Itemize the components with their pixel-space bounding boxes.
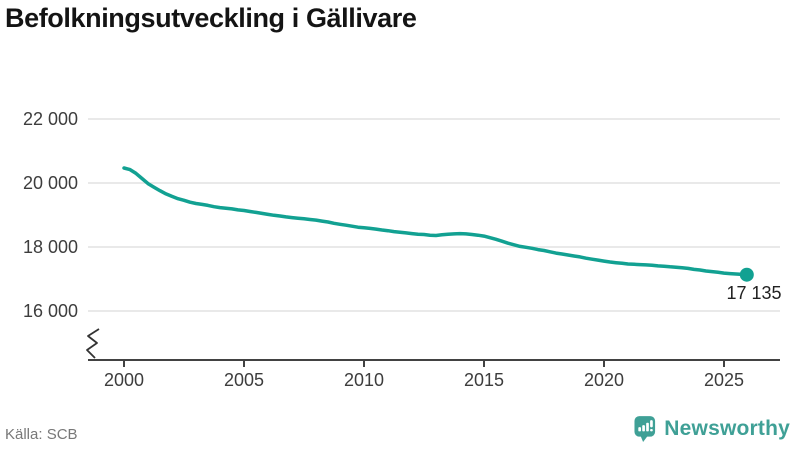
x-tick-label: 2010 [344,370,384,390]
newsworthy-wordmark: Newsworthy [664,417,790,440]
x-tick-label: 2000 [104,370,144,390]
axis-break-icon [86,328,100,359]
x-tick-label: 2005 [224,370,264,390]
chart-title: Befolkningsutveckling i Gällivare [5,3,417,33]
newsworthy-bubble-chart-icon [634,416,656,442]
population-line [122,166,749,277]
newsworthy-logo: Newsworthy [634,415,790,443]
source-credit: Källa: SCB [5,426,78,443]
y-tick-label: 20 000 [23,173,78,193]
y-tick-label: 16 000 [23,301,78,321]
x-tick-label: 2020 [584,370,624,390]
last-value-label: 17 135 [726,283,782,303]
y-tick-label: 22 000 [23,109,78,129]
end-point-marker [739,267,754,282]
x-tick-label: 2025 [704,370,744,390]
x-tick-label: 2015 [464,370,504,390]
y-tick-label: 18 000 [23,237,78,257]
